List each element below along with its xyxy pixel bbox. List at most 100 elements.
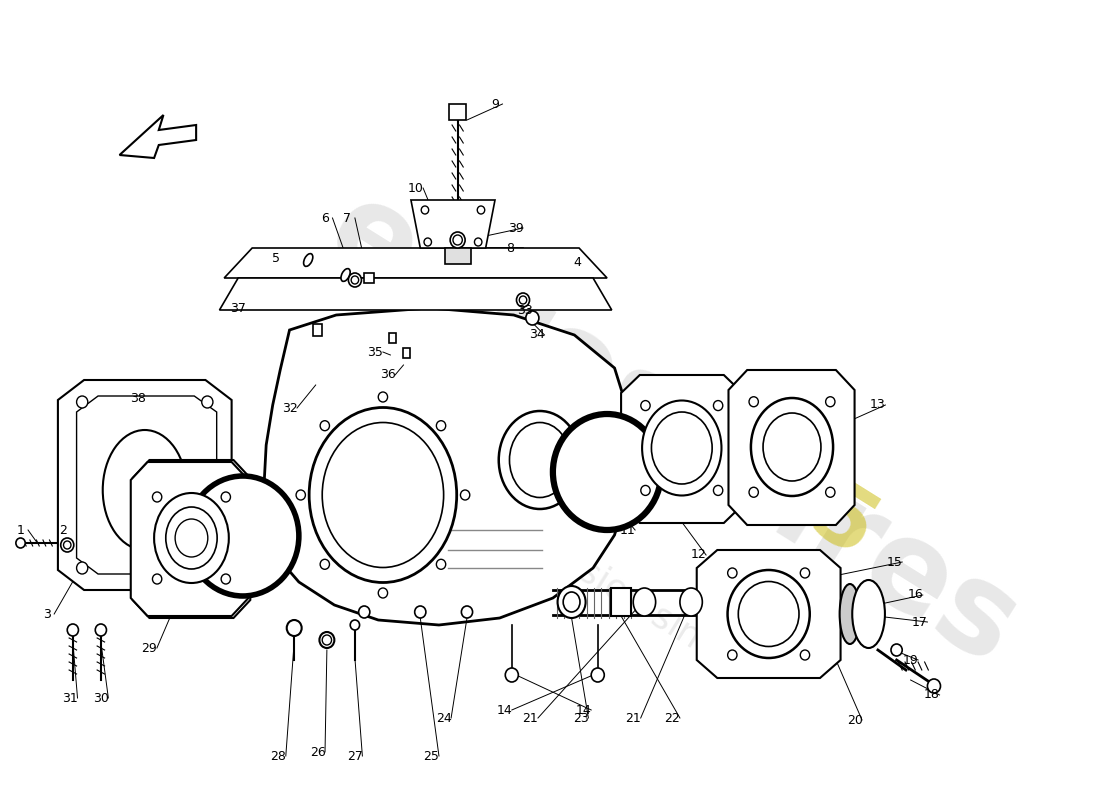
Circle shape [359,606,370,618]
Polygon shape [411,200,495,248]
Text: 39: 39 [508,222,524,234]
Text: 23: 23 [573,711,588,725]
Ellipse shape [102,430,187,550]
Circle shape [320,559,330,570]
Text: 21: 21 [625,711,641,725]
Text: 25: 25 [424,750,439,762]
Bar [388,333,396,343]
Text: 33: 33 [517,303,532,317]
Circle shape [221,492,231,502]
Circle shape [728,650,737,660]
Text: 15: 15 [887,555,903,569]
Text: 27: 27 [346,750,363,762]
Text: 13: 13 [870,398,886,411]
Ellipse shape [304,254,312,266]
Circle shape [553,414,661,530]
Ellipse shape [727,570,810,658]
Text: 22: 22 [664,711,680,725]
Text: 28: 28 [271,750,286,762]
Polygon shape [728,370,855,525]
Circle shape [187,476,299,596]
Ellipse shape [322,422,443,567]
Circle shape [517,293,529,307]
Circle shape [450,232,465,248]
Circle shape [728,568,737,578]
Ellipse shape [175,519,208,557]
Circle shape [153,574,162,584]
Ellipse shape [166,507,217,569]
Text: 24: 24 [436,711,451,725]
Text: 34: 34 [529,329,544,342]
Circle shape [64,541,72,549]
Circle shape [96,624,107,636]
Text: 6: 6 [321,211,329,225]
Circle shape [421,206,429,214]
Circle shape [60,538,74,552]
Ellipse shape [680,588,702,616]
Text: 14: 14 [575,703,592,717]
Ellipse shape [839,584,860,644]
Circle shape [296,490,306,500]
Text: 20: 20 [847,714,862,726]
Circle shape [378,392,387,402]
Bar [364,273,374,283]
Polygon shape [224,248,607,278]
Ellipse shape [642,401,722,495]
Circle shape [505,668,518,682]
Circle shape [287,620,301,636]
Circle shape [474,238,482,246]
Ellipse shape [558,586,585,618]
Text: 17: 17 [912,615,928,629]
Circle shape [15,538,25,548]
Text: 1985: 1985 [642,382,890,578]
Circle shape [67,624,78,636]
Circle shape [526,311,539,325]
Circle shape [461,490,470,500]
Bar [403,348,410,358]
Text: 32: 32 [282,402,297,414]
Text: eurospares: eurospares [306,170,1040,690]
Polygon shape [58,380,232,590]
Text: 26: 26 [310,746,326,758]
Circle shape [453,235,462,245]
Text: 31: 31 [63,691,78,705]
Text: 19: 19 [903,654,918,666]
Polygon shape [77,396,217,574]
Polygon shape [696,550,840,678]
Bar [449,104,466,120]
Circle shape [826,487,835,498]
Text: 12: 12 [691,549,706,562]
Circle shape [201,562,213,574]
Circle shape [749,487,758,498]
Circle shape [77,562,88,574]
Ellipse shape [341,269,350,282]
Circle shape [349,273,362,287]
Polygon shape [131,462,249,616]
Ellipse shape [751,398,833,496]
Circle shape [415,606,426,618]
Circle shape [351,276,359,284]
Circle shape [153,492,162,502]
Text: 14: 14 [496,703,513,717]
Ellipse shape [651,412,712,484]
Text: 3: 3 [43,607,51,621]
Circle shape [801,568,810,578]
Circle shape [714,401,723,410]
Text: 21: 21 [522,711,538,725]
Polygon shape [220,278,612,310]
Circle shape [437,421,446,430]
Ellipse shape [498,411,581,509]
Ellipse shape [563,592,580,612]
Ellipse shape [154,493,229,583]
Polygon shape [120,115,196,158]
Circle shape [320,421,330,430]
Circle shape [641,486,650,495]
Text: 29: 29 [142,642,157,654]
Circle shape [461,606,473,618]
Circle shape [519,296,527,304]
Circle shape [826,397,835,406]
Text: 5: 5 [272,251,279,265]
Circle shape [477,206,485,214]
Text: 10: 10 [408,182,424,194]
Circle shape [591,668,604,682]
